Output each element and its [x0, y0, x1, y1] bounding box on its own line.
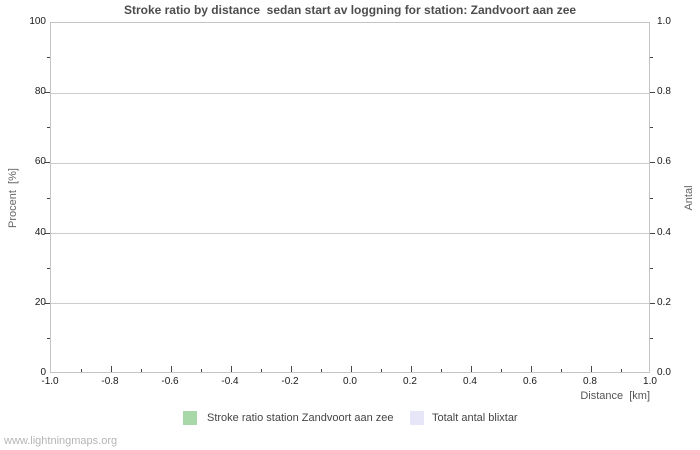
y-axis-minor-tick [650, 127, 653, 128]
gridline-80 [51, 93, 649, 94]
x-tick-label: -0.4 [221, 376, 239, 387]
y-axis-tick [45, 233, 50, 234]
x-axis-minor-tick [621, 369, 622, 372]
x-axis-minor-tick [201, 369, 202, 372]
x-axis-tick [591, 366, 592, 372]
x-axis-minor-tick [381, 369, 382, 372]
x-tick-label: 0.0 [343, 376, 357, 387]
y-tick-label-right: 0.0 [657, 367, 671, 378]
y-tick-label-right: 0.8 [657, 86, 671, 97]
y-axis-minor-tick [650, 338, 653, 339]
x-tick-label: -0.2 [281, 376, 299, 387]
y-axis-minor-tick [650, 57, 653, 58]
x-axis-tick [351, 366, 352, 372]
legend-label-stroke-ratio: Stroke ratio station Zandvoort aan zee [207, 412, 394, 424]
y-tick-label-right: 0.6 [657, 156, 671, 167]
x-axis-tick [531, 366, 532, 372]
y-axis-minor-tick [47, 127, 50, 128]
x-axis-minor-tick [321, 369, 322, 372]
x-axis-tick [471, 366, 472, 372]
y-axis-tick [45, 303, 50, 304]
x-axis-tick [291, 366, 292, 372]
y-axis-tick [650, 303, 655, 304]
y-axis-tick [650, 92, 655, 93]
y-axis-tick [45, 92, 50, 93]
x-axis-minor-tick [501, 369, 502, 372]
x-tick-label: 0.8 [583, 376, 597, 387]
y-axis-tick [45, 162, 50, 163]
x-axis-minor-tick [441, 369, 442, 372]
y-tick-label-left: 40 [34, 227, 46, 238]
y-tick-label-left: 20 [34, 297, 46, 308]
x-tick-label: 1.0 [643, 376, 657, 387]
x-axis-label: Distance [km] [580, 390, 650, 402]
plot-area [50, 22, 650, 373]
legend-swatch-stroke-ratio [183, 411, 197, 425]
watermark: www.lightningmaps.org [4, 435, 118, 447]
y-axis-minor-tick [650, 198, 653, 199]
x-tick-label: -0.6 [161, 376, 179, 387]
y-tick-label-left: 100 [29, 16, 46, 27]
y-axis-tick [650, 233, 655, 234]
y-axis-label-right: Antal [683, 185, 695, 211]
x-axis-tick [231, 366, 232, 372]
x-axis-minor-tick [561, 369, 562, 372]
gridline-40 [51, 233, 649, 234]
x-tick-label: -1.0 [41, 376, 59, 387]
legend-swatch-total-strokes [410, 411, 424, 425]
y-tick-label-left: 60 [34, 156, 46, 167]
y-axis-minor-tick [47, 268, 50, 269]
legend-label-total-strokes: Totalt antal blixtar [432, 412, 518, 424]
x-tick-label: 0.6 [523, 376, 537, 387]
y-axis-label-left: Procent [%] [7, 168, 19, 228]
x-axis-minor-tick [81, 369, 82, 372]
y-tick-label-right: 0.4 [657, 227, 671, 238]
y-axis-minor-tick [47, 338, 50, 339]
gridline-20 [51, 303, 649, 304]
x-tick-label: 0.4 [463, 376, 477, 387]
x-axis-minor-tick [261, 369, 262, 372]
y-axis-tick [650, 162, 655, 163]
y-axis-minor-tick [650, 268, 653, 269]
y-tick-label-right: 0.2 [657, 297, 671, 308]
y-tick-label-left: 80 [34, 86, 46, 97]
x-axis-tick [111, 366, 112, 372]
x-axis-tick [411, 366, 412, 372]
y-axis-minor-tick [47, 198, 50, 199]
x-tick-label: 0.2 [403, 376, 417, 387]
y-tick-label-right: 1.0 [657, 16, 671, 27]
gridline-60 [51, 163, 649, 164]
x-axis-tick [171, 366, 172, 372]
chart-title: Stroke ratio by distance sedan start av … [123, 3, 577, 17]
x-axis-minor-tick [141, 369, 142, 372]
y-tick-label-left: 0 [40, 367, 46, 378]
x-tick-label: -0.8 [101, 376, 119, 387]
y-axis-minor-tick [47, 57, 50, 58]
